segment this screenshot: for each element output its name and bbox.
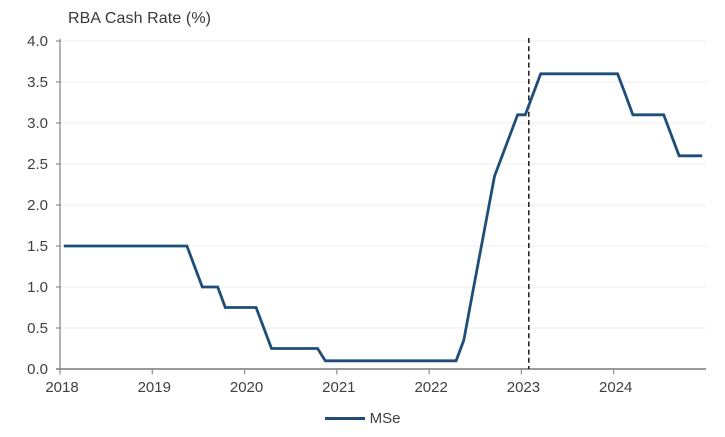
x-tick-label-2019: 2019 <box>138 379 171 396</box>
x-tick-label-2022: 2022 <box>414 379 447 396</box>
series-line-mse <box>63 72 703 363</box>
x-tick-label-2024: 2024 <box>599 379 632 396</box>
legend: MSe <box>0 410 725 427</box>
y-tick-label-2.0: 2.0 <box>27 197 48 214</box>
y-tick-label-3.5: 3.5 <box>27 74 48 91</box>
y-tick-label-2.5: 2.5 <box>27 156 48 173</box>
x-tick-label-2018: 2018 <box>45 379 78 396</box>
x-tick-label-2023: 2023 <box>507 379 540 396</box>
legend-series-label: MSe <box>369 410 401 427</box>
y-tick-label-1.5: 1.5 <box>27 238 48 255</box>
x-tick-label-2021: 2021 <box>322 379 355 396</box>
y-tick-label-1.0: 1.0 <box>27 279 48 296</box>
y-tick-label-0.0: 0.0 <box>27 361 48 378</box>
x-tick-label-2020: 2020 <box>230 379 263 396</box>
chart-title: RBA Cash Rate (%) <box>68 10 212 27</box>
y-tick-label-4.0: 4.0 <box>27 33 48 50</box>
legend-line-swatch <box>324 417 365 420</box>
y-tick-label-3.0: 3.0 <box>27 115 48 132</box>
y-tick-label-0.5: 0.5 <box>27 320 48 337</box>
